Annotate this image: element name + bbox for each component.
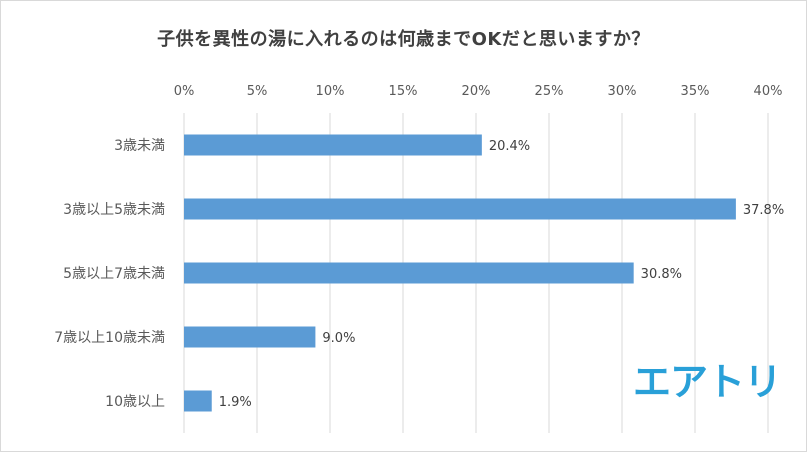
data-label: 37.8% [743,203,784,218]
category-label: 5歳以上7歳未満 [63,266,165,282]
category-label: 7歳以上10歳未満 [54,330,165,346]
x-tick-label: 40% [754,84,783,99]
x-tick-label: 5% [247,84,268,99]
x-tick-label: 35% [681,84,710,99]
bar [184,198,736,220]
chart-title: 子供を異性の湯に入れるのは何歳までOKだと思いますか？ [157,29,650,50]
x-tick-label: 25% [535,84,564,99]
x-tick-label: 15% [389,84,418,99]
data-label: 30.8% [641,267,682,282]
category-label: 10歳以上 [105,394,165,410]
category-label: 3歳以上5歳未満 [63,202,165,218]
bar [184,262,634,284]
data-label: 20.4% [489,139,530,154]
bar [184,390,212,412]
bar [184,326,316,348]
x-tick-label: 0% [174,84,195,99]
data-label: 9.0% [322,331,355,346]
airtrip-logo: エアトリ [633,360,782,404]
data-label: 1.9% [219,395,252,410]
x-tick-label: 10% [316,84,345,99]
bar [184,134,482,156]
x-tick-label: 20% [462,84,491,99]
x-tick-label: 30% [608,84,637,99]
category-label: 3歳未満 [114,138,165,154]
